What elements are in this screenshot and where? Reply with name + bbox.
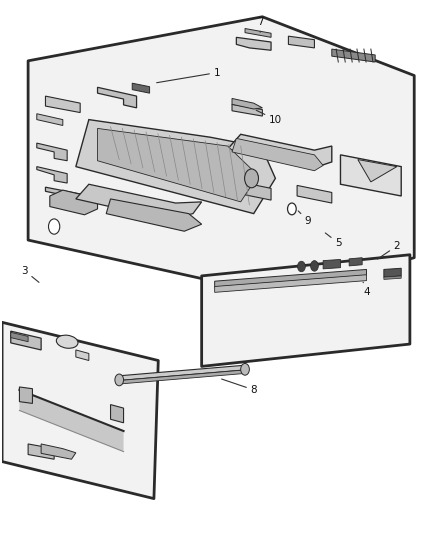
Polygon shape [237,181,271,200]
Circle shape [297,261,305,272]
Polygon shape [46,96,80,112]
Polygon shape [106,199,201,231]
Text: 1: 1 [157,68,220,83]
Polygon shape [37,143,67,161]
Polygon shape [46,187,85,208]
Text: 9: 9 [298,211,311,225]
Polygon shape [358,159,397,182]
Polygon shape [215,270,367,287]
Circle shape [115,374,124,386]
Polygon shape [232,99,262,109]
Polygon shape [340,155,401,196]
Polygon shape [11,331,41,350]
Text: 4: 4 [363,282,370,297]
Polygon shape [228,134,332,168]
Polygon shape [76,184,201,220]
Polygon shape [245,29,271,37]
Ellipse shape [57,335,78,348]
Text: 10: 10 [256,110,282,125]
Circle shape [49,219,60,234]
Circle shape [241,364,249,375]
Polygon shape [384,276,401,279]
Text: 2: 2 [378,241,400,259]
Polygon shape [28,17,414,296]
Polygon shape [349,257,362,266]
Polygon shape [19,390,124,451]
Text: 8: 8 [222,379,257,395]
Polygon shape [132,83,150,93]
Text: 5: 5 [325,233,342,248]
Polygon shape [2,322,158,498]
Polygon shape [119,370,245,384]
Polygon shape [76,119,276,214]
Polygon shape [119,365,245,381]
Polygon shape [41,444,76,459]
Polygon shape [384,268,401,277]
Polygon shape [50,190,98,215]
Polygon shape [37,167,67,183]
Polygon shape [28,444,54,459]
Polygon shape [98,128,258,202]
Circle shape [244,169,258,188]
Polygon shape [288,36,314,48]
Polygon shape [232,104,262,116]
Polygon shape [201,255,410,366]
Circle shape [287,203,296,215]
Polygon shape [237,37,271,50]
Polygon shape [297,185,332,203]
Polygon shape [19,387,32,403]
Polygon shape [232,139,323,171]
Polygon shape [37,114,63,125]
Polygon shape [332,49,375,62]
Text: 7: 7 [257,17,264,32]
Polygon shape [110,405,124,423]
Text: 3: 3 [21,265,39,282]
Circle shape [311,261,318,271]
Polygon shape [76,350,89,360]
Polygon shape [215,274,367,293]
Polygon shape [98,87,137,108]
Polygon shape [11,332,28,342]
Polygon shape [323,260,340,269]
